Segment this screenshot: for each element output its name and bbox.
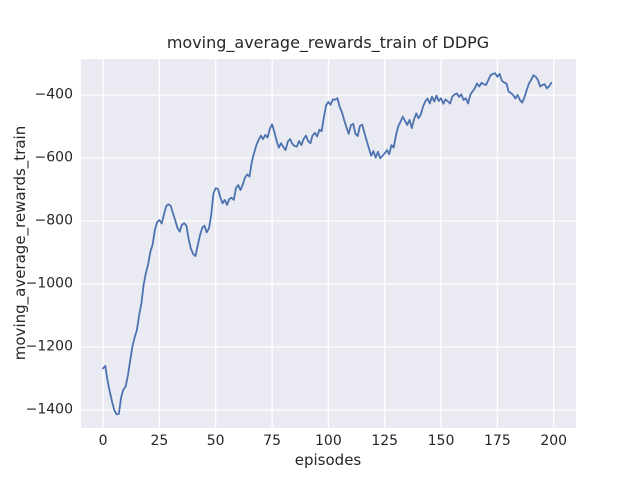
- x-tick-label: 50: [206, 433, 225, 449]
- x-tick-label: 25: [150, 433, 169, 449]
- y-tick-label: −1200: [25, 338, 73, 355]
- y-tick-label: −1400: [25, 401, 73, 418]
- x-tick-label: 125: [371, 433, 399, 449]
- data-line-moving_average_rewards_train: [102, 72, 553, 416]
- x-tick-label: 150: [427, 433, 455, 449]
- y-tick-label: −400: [34, 86, 73, 103]
- y-tick-label: −600: [34, 149, 73, 166]
- x-axis-label: episodes: [294, 451, 362, 469]
- x-tick-label: 200: [540, 433, 568, 449]
- x-tick-label: 100: [315, 433, 342, 449]
- y-tick-label: −800: [34, 212, 73, 229]
- x-tick-label: 0: [98, 433, 108, 449]
- y-tick-label: −1000: [25, 275, 73, 292]
- x-tick-label: 75: [263, 433, 282, 449]
- chart-title: moving_average_rewards_train of DDPG: [166, 33, 490, 52]
- x-tick-label: 175: [484, 433, 511, 449]
